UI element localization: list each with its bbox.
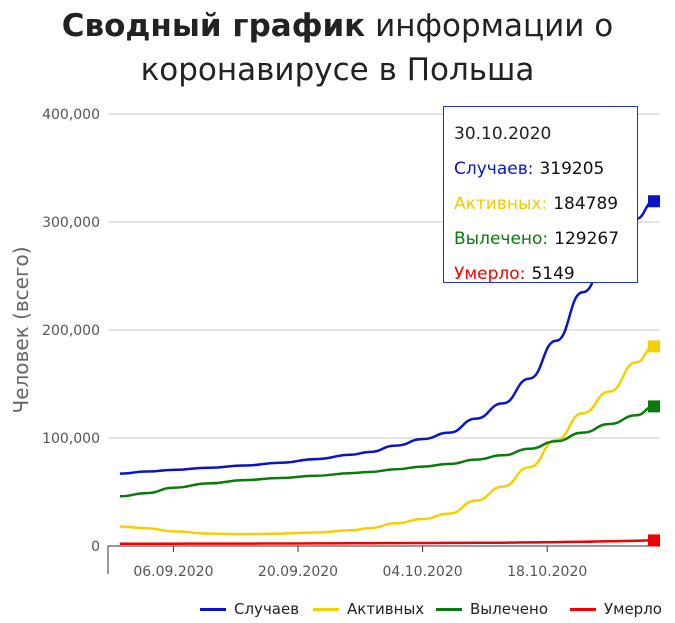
- series-line-cases: [119, 200, 655, 475]
- legend-item-cases[interactable]: Случаев: [200, 598, 299, 620]
- legend-item-deaths[interactable]: Умерло: [570, 598, 662, 620]
- legend-swatch-deaths: [570, 608, 596, 611]
- y-tick-label: 0: [91, 539, 100, 555]
- series-end-markers: [648, 195, 660, 547]
- legend-item-recovered[interactable]: Вылечено: [436, 598, 548, 620]
- legend-label-recovered: Вылечено: [470, 600, 549, 618]
- series-line-recovered: [119, 405, 655, 498]
- series-line-deaths: [119, 539, 655, 546]
- legend-swatch-cases: [200, 608, 226, 611]
- tooltip-label-cases: Случаев:: [454, 159, 534, 179]
- x-ticks: 06.09.2020 20.09.2020 04.10.2020 18.10.2020: [107, 546, 587, 580]
- y-tick-label: 200,000: [42, 323, 100, 339]
- y-tick-label: 400,000: [42, 107, 100, 123]
- legend-swatch-active: [313, 608, 339, 611]
- tooltip-date: 30.10.2020: [454, 124, 552, 144]
- tooltip-row-recovered: Вылечено: 129267: [454, 222, 627, 257]
- tooltip-row-active: Активных: 184789: [454, 187, 627, 222]
- series-lines: [119, 200, 655, 546]
- series-marker-active: [648, 340, 660, 353]
- chart-title-bold: Сводный график: [61, 8, 366, 44]
- series-line-active: [119, 345, 655, 536]
- y-ticks: 400,000 300,000 200,000 100,000 0: [42, 107, 100, 555]
- tooltip-label-recovered: Вылечено:: [454, 229, 549, 249]
- tooltip-row-cases: Случаев: 319205: [454, 152, 627, 187]
- series-marker-cases: [648, 195, 660, 208]
- legend-label-cases: Случаев: [234, 600, 300, 618]
- legend-label-deaths: Умерло: [604, 600, 662, 618]
- series-marker-deaths: [648, 534, 660, 547]
- y-axis-label: Человек (всего): [9, 246, 33, 413]
- tooltip-value-active: 184789: [553, 194, 619, 214]
- chart-title: Сводный график информации о коронавирусе…: [0, 4, 675, 92]
- tooltip-label-deaths: Умерло:: [454, 264, 526, 284]
- legend-label-active: Активных: [347, 600, 425, 618]
- tooltip-value-cases: 319205: [539, 159, 605, 179]
- chart-tooltip: 30.10.2020 Случаев: 319205 Активных: 18478…: [443, 106, 638, 284]
- x-tick-label: 06.09.2020: [133, 564, 213, 580]
- chart-title-rest: информации о: [375, 8, 614, 44]
- tooltip-value-deaths: 5149: [531, 264, 575, 284]
- chart-legend: Случаев Активных Вылечено Умерло: [200, 598, 670, 620]
- series-marker-recovered: [648, 400, 660, 413]
- legend-swatch-recovered: [436, 608, 462, 611]
- chart-title-line2: коронавирусе в Польша: [140, 52, 535, 88]
- x-tick-label: 18.10.2020: [507, 564, 587, 580]
- tooltip-value-recovered: 129267: [554, 229, 620, 249]
- y-tick-label: 300,000: [42, 215, 100, 231]
- x-tick-label: 04.10.2020: [383, 564, 463, 580]
- x-tick-label: 20.09.2020: [258, 564, 338, 580]
- tooltip-row-deaths: Умерло: 5149: [454, 257, 627, 292]
- tooltip-label-active: Активных:: [454, 194, 548, 214]
- legend-item-active[interactable]: Активных: [313, 598, 424, 620]
- y-tick-label: 100,000: [42, 431, 100, 447]
